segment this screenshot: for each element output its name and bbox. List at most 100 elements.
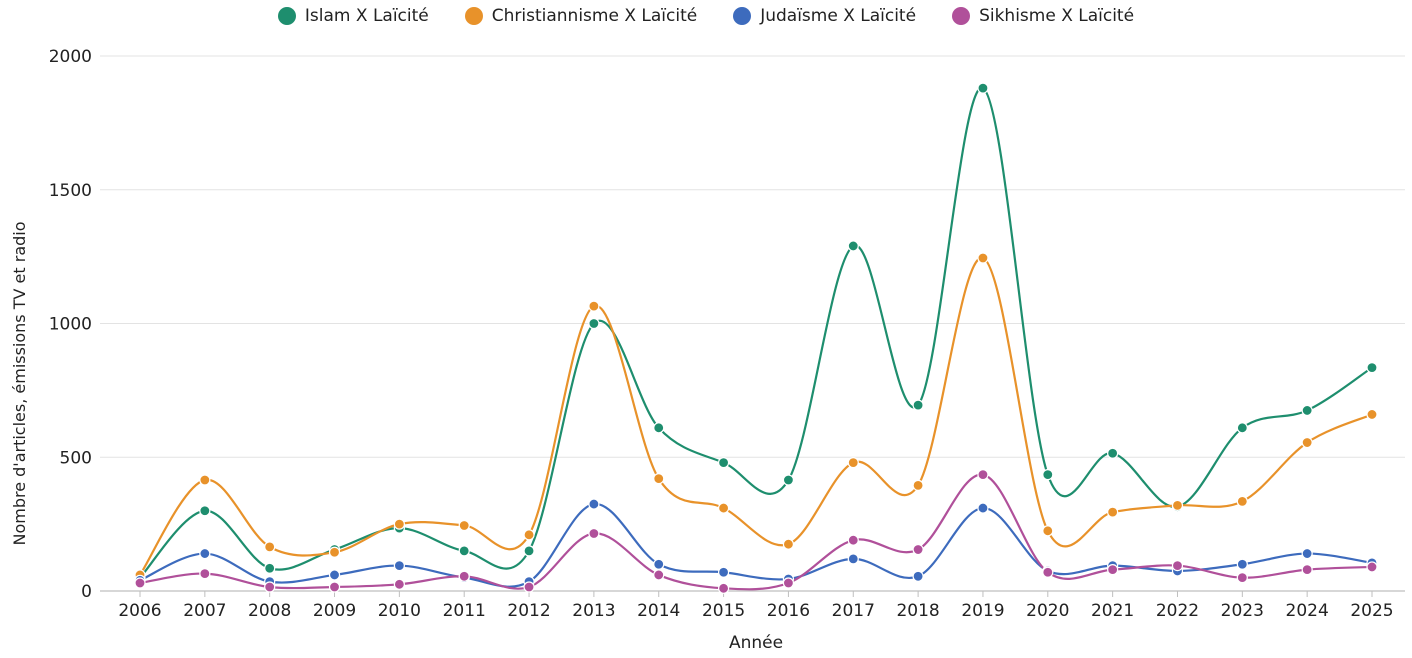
legend-item[interactable]: Christiannisme X Laïcité <box>464 6 698 26</box>
data-point-1 <box>264 541 276 553</box>
data-point-0 <box>199 505 211 517</box>
x-tick-label: 2015 <box>702 601 745 621</box>
legend-label: Judaïsme X Laïcité <box>760 6 917 26</box>
x-tick-label: 2023 <box>1221 601 1264 621</box>
data-point-0 <box>1236 422 1248 434</box>
legend-label: Islam X Laïcité <box>304 6 429 26</box>
y-tick-label: 500 <box>60 448 92 468</box>
x-tick-label: 2007 <box>183 601 226 621</box>
y-tick-label: 0 <box>81 582 92 602</box>
data-point-2 <box>393 559 405 572</box>
data-point-0 <box>912 399 924 411</box>
data-point-2 <box>717 566 730 578</box>
data-point-3 <box>328 581 341 593</box>
legend-label: Christiannisme X Laïcité <box>491 6 698 26</box>
x-tick-label: 2012 <box>507 601 550 621</box>
data-point-0 <box>588 317 600 330</box>
data-point-3 <box>1042 566 1054 578</box>
data-point-0 <box>653 422 665 434</box>
legend-marker <box>733 7 752 25</box>
data-point-2 <box>1301 547 1313 560</box>
data-point-3 <box>134 577 146 589</box>
data-point-1 <box>1171 499 1184 511</box>
x-tick-label: 2020 <box>1026 601 1069 621</box>
data-point-0 <box>264 562 276 574</box>
data-point-2 <box>977 502 989 514</box>
data-point-2 <box>588 498 600 510</box>
series-line-0 <box>139 86 1373 579</box>
data-point-3 <box>1366 561 1378 573</box>
data-point-0 <box>458 545 470 557</box>
legend: Islam X Laïcité Christiannisme X Laïcité J… <box>0 6 1412 26</box>
data-point-0 <box>1107 447 1119 459</box>
data-point-2 <box>847 553 859 565</box>
data-point-3 <box>717 582 730 594</box>
data-point-3 <box>523 581 535 593</box>
y-tick-label: 2000 <box>49 47 92 67</box>
data-point-3 <box>1301 563 1313 576</box>
data-point-1 <box>199 474 211 486</box>
data-point-1 <box>717 502 730 514</box>
y-tick-label: 1500 <box>49 181 92 201</box>
x-tick-label: 2018 <box>896 601 939 621</box>
data-point-3 <box>1171 559 1184 572</box>
x-tick-label: 2006 <box>118 601 161 621</box>
data-point-1 <box>393 518 405 530</box>
legend-marker <box>464 7 483 25</box>
series-line-1 <box>139 256 1373 576</box>
data-point-0 <box>782 474 795 486</box>
x-tick-label: 2014 <box>637 601 680 621</box>
data-point-1 <box>1366 408 1378 421</box>
data-point-3 <box>1107 563 1119 576</box>
data-point-3 <box>264 581 276 593</box>
legend-item[interactable]: Judaïsme X Laïcité <box>733 6 916 26</box>
data-point-1 <box>588 300 600 312</box>
data-point-3 <box>458 570 470 582</box>
x-tick-label: 2009 <box>313 601 356 621</box>
data-point-2 <box>199 547 211 560</box>
data-point-3 <box>782 577 795 589</box>
y-axis-title: Nombre d'articles, émissions TV et radio <box>10 221 29 545</box>
data-point-0 <box>523 545 535 557</box>
data-point-1 <box>782 538 795 550</box>
data-point-0 <box>1366 362 1378 374</box>
data-point-1 <box>523 529 535 541</box>
x-tick-label: 2025 <box>1350 601 1393 621</box>
data-point-2 <box>653 558 665 570</box>
legend-marker <box>277 7 296 25</box>
data-point-3 <box>199 568 211 580</box>
data-point-2 <box>912 570 924 582</box>
data-point-1 <box>653 473 665 485</box>
series-line-2 <box>139 502 1373 588</box>
data-point-1 <box>1107 506 1119 518</box>
legend-marker <box>952 7 971 25</box>
data-point-1 <box>1042 525 1054 537</box>
x-tick-label: 2008 <box>248 601 291 621</box>
legend-item[interactable]: Sikhisme X Laïcité <box>952 6 1134 26</box>
data-point-0 <box>717 457 730 469</box>
x-tick-label: 2017 <box>832 601 875 621</box>
data-point-1 <box>912 479 924 491</box>
x-tick-label: 2024 <box>1286 601 1329 621</box>
data-point-1 <box>1301 436 1313 449</box>
data-point-3 <box>588 527 600 540</box>
data-point-3 <box>912 543 924 556</box>
x-tick-label: 2016 <box>767 601 810 621</box>
data-point-0 <box>847 240 859 252</box>
data-point-1 <box>977 252 989 264</box>
x-tick-label: 2010 <box>378 601 421 621</box>
legend-item[interactable]: Islam X Laïcité <box>277 6 429 26</box>
data-point-3 <box>1236 572 1248 584</box>
data-point-3 <box>393 578 405 590</box>
data-point-3 <box>847 534 859 546</box>
data-point-2 <box>328 569 341 581</box>
data-point-2 <box>1236 558 1248 570</box>
legend-label: Sikhisme X Laïcité <box>979 6 1135 26</box>
data-point-1 <box>1236 495 1248 507</box>
x-tick-label: 2011 <box>443 601 486 621</box>
data-point-0 <box>1042 469 1054 481</box>
data-point-1 <box>328 546 341 558</box>
x-tick-label: 2021 <box>1091 601 1134 621</box>
